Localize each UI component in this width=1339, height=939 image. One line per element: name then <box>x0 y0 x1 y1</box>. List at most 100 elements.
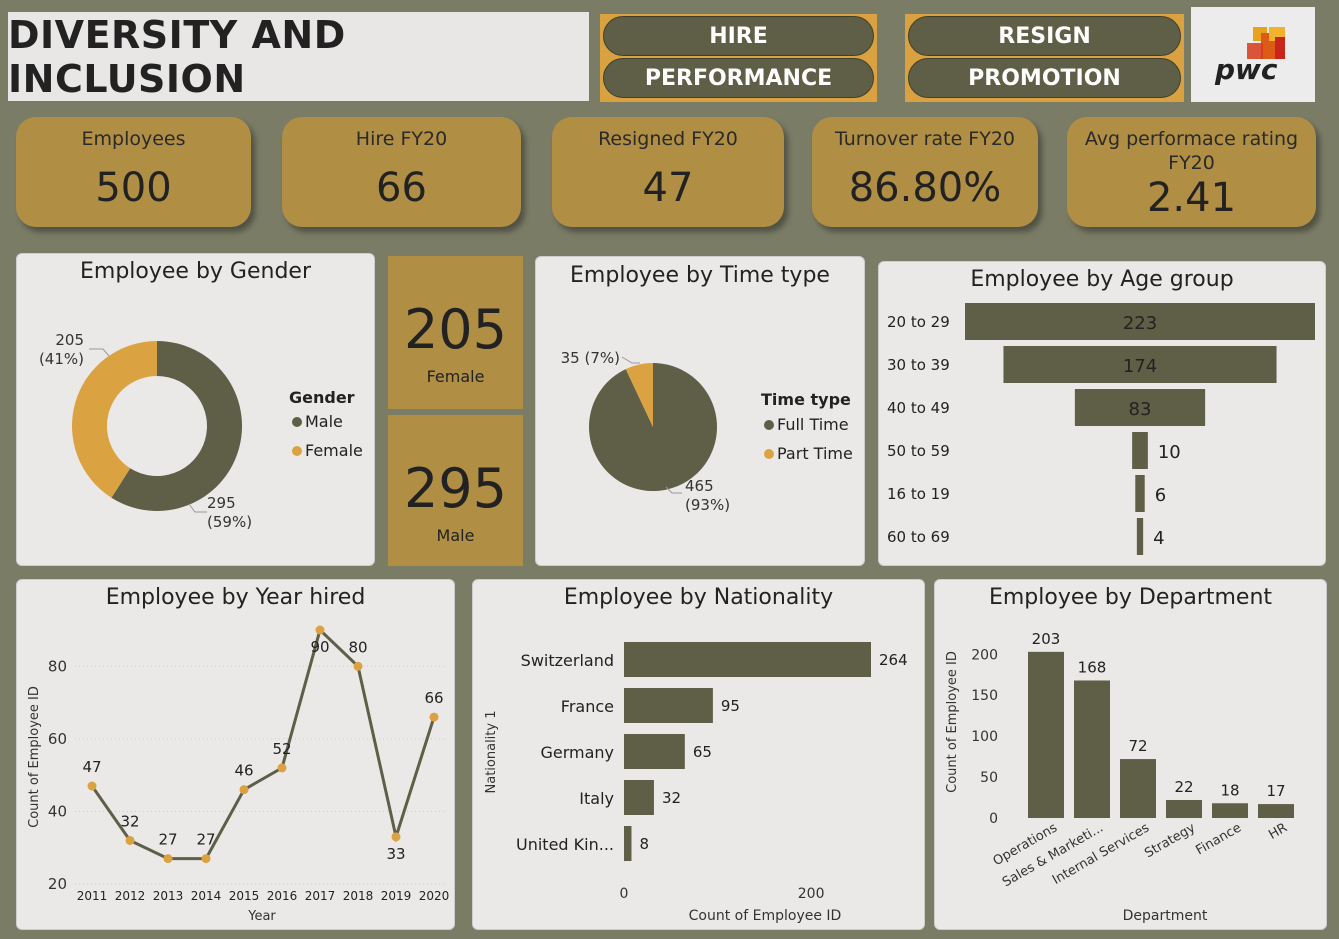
x-tick-label: Finance <box>1193 820 1244 858</box>
nationality-chart-title: Employee by Nationality <box>563 585 834 610</box>
pwc-logo-graphic: pwc <box>1214 27 1285 86</box>
age-bar <box>1135 475 1145 512</box>
y-tick-label: 20 <box>48 875 67 893</box>
nationality-bar <box>624 688 713 723</box>
age-data-label: 83 <box>1129 399 1152 420</box>
nationality-category-label: Italy <box>579 789 614 808</box>
age-data-label: 174 <box>1123 356 1157 377</box>
age-data-label: 6 <box>1155 485 1166 506</box>
y-axis-title: Count of Employee ID <box>945 651 960 793</box>
age-bar <box>1136 518 1144 555</box>
year-data-label: 32 <box>120 812 139 830</box>
promotion-button[interactable]: PROMOTION <box>908 58 1181 98</box>
yearhired-chart-title: Employee by Year hired <box>105 585 366 610</box>
kpi-label: Avg performace rating FY20 <box>1084 128 1299 174</box>
age-category-label: 40 to 49 <box>887 399 950 417</box>
x-axis-title: Year <box>247 909 276 924</box>
year-data-label: 52 <box>272 740 291 758</box>
year-series-line <box>90 627 436 861</box>
department-bar <box>1074 680 1110 818</box>
timetype-panel: Employee by Time type 465 (93%) 35 (7%) Tim… <box>535 256 865 566</box>
department-bar <box>1258 804 1294 818</box>
department-chart-title: Employee by Department <box>988 585 1273 610</box>
age-category-label: 50 to 59 <box>887 442 950 460</box>
male-count: 295 <box>403 457 508 520</box>
legend-marker-part-time <box>764 449 774 459</box>
year-point <box>353 661 363 671</box>
x-tick-label: Strategy <box>1142 820 1198 861</box>
year-point <box>239 785 249 795</box>
timetype-chart-title: Employee by Time type <box>570 263 830 288</box>
year-data-label: 27 <box>196 831 215 849</box>
performance-button[interactable]: PERFORMANCE <box>603 58 874 98</box>
x-tick-label: 200 <box>798 886 825 902</box>
female-count: 205 <box>403 298 508 361</box>
nationality-bar <box>624 826 632 861</box>
age-category-label: 30 to 39 <box>887 356 950 374</box>
nationality-data-label: 95 <box>721 697 740 715</box>
year-point <box>201 854 211 864</box>
resign-button[interactable]: RESIGN <box>908 16 1181 56</box>
kpi-value: 66 <box>376 165 427 211</box>
leader-line <box>89 348 110 357</box>
gender-slice-female <box>72 341 157 498</box>
gender-legend-title: Gender <box>289 388 355 407</box>
pwc-logo: pwc <box>1191 7 1315 102</box>
year-data-label: 66 <box>424 689 443 707</box>
x-tick-label: 2020 <box>419 889 450 903</box>
nationality-bar <box>624 642 871 677</box>
title-box: DIVERSITY AND INCLUSION <box>8 12 589 101</box>
age-bar <box>1074 389 1206 426</box>
x-tick-label: HR <box>1266 820 1290 842</box>
hire-button[interactable]: HIRE <box>603 16 874 56</box>
yearhired-chart: 20 40 60 80 47 2011 32 2012 27 2013 27 2014 46 2015 52… <box>27 625 450 924</box>
nationality-bar <box>624 734 685 769</box>
y-tick-label: 150 <box>971 688 998 704</box>
age-bar <box>965 303 1315 340</box>
age-category-label: 60 to 69 <box>887 528 950 546</box>
year-point <box>125 835 135 845</box>
year-data-label: 33 <box>386 845 405 863</box>
year-data-label: 90 <box>310 638 329 656</box>
nav-group-left: HIRE PERFORMANCE <box>600 14 877 102</box>
page-title: DIVERSITY AND INCLUSION <box>8 12 346 101</box>
year-data-label: 80 <box>348 638 367 656</box>
timetype-slice-part-time <box>625 363 653 427</box>
department-data-label: 203 <box>1032 630 1061 648</box>
agegroup-panel: Employee by Age group 20 to 29 223 30 to 3… <box>878 261 1326 566</box>
department-bar <box>1166 799 1202 818</box>
x-axis-title: Department <box>1123 908 1208 924</box>
department-data-label: 72 <box>1128 737 1147 755</box>
x-axis-title: Count of Employee ID <box>689 908 842 924</box>
nationality-category-label: France <box>561 697 614 716</box>
x-tick-label: 2015 <box>229 889 260 903</box>
kpi-value: 2.41 <box>1146 175 1237 221</box>
logo-text: pwc <box>1214 53 1278 86</box>
kpi-value: 500 <box>95 165 172 211</box>
department-data-label: 22 <box>1174 778 1193 796</box>
kpi-hire: Hire FY20 66 <box>282 117 521 227</box>
age-category-label: 16 to 19 <box>887 485 950 503</box>
timetype-data-label-fulltime: 465 (93%) <box>685 477 730 514</box>
legend-item-male: Male <box>305 412 343 431</box>
age-bar <box>1003 346 1277 383</box>
kpi-resigned: Resigned FY20 47 <box>552 117 784 227</box>
kpi-performance: Avg performace rating FY20 2.41 <box>1067 117 1316 227</box>
year-data-label: 46 <box>234 762 253 780</box>
y-axis-title: Count of Employee ID <box>27 686 42 828</box>
year-point <box>391 832 401 842</box>
leader-line <box>665 486 682 494</box>
legend-marker-male <box>292 417 302 427</box>
kpi-label: Employees <box>81 128 186 150</box>
timetype-data-label-parttime: 35 (7%) <box>561 349 620 367</box>
y-tick-label: 80 <box>48 657 67 675</box>
legend-item-part-time: Part Time <box>777 444 853 463</box>
year-point <box>277 763 287 773</box>
nationality-data-label: 65 <box>693 743 712 761</box>
age-category-label: 20 to 29 <box>887 313 950 331</box>
nationality-category-label: Switzerland <box>521 651 614 670</box>
yearhired-panel: Employee by Year hired 20 40 60 80 47 2011 32 2… <box>16 579 455 930</box>
age-data-label: 4 <box>1153 528 1164 549</box>
x-tick-label: 2019 <box>381 889 412 903</box>
